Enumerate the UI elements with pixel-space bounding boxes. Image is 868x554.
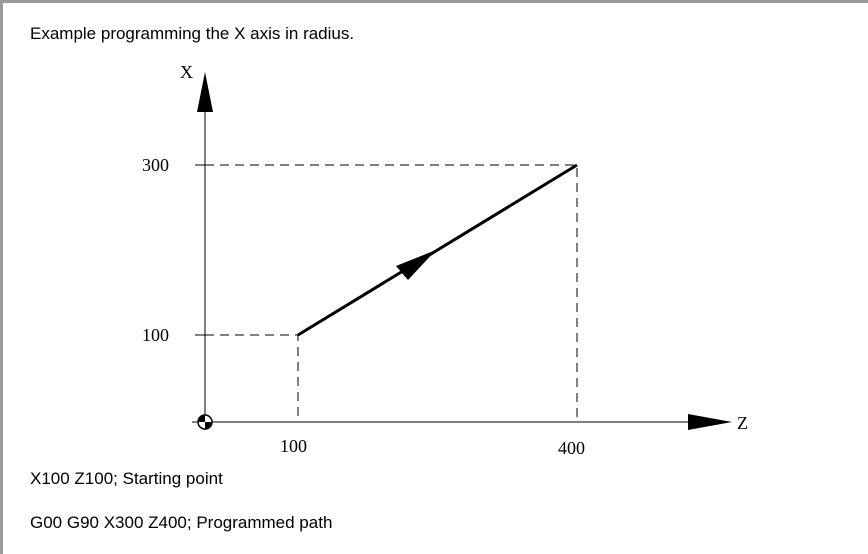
z-axis-label: Z <box>737 413 748 433</box>
program-line: G00 G90 X300 Z400; Programmed path <box>30 513 332 532</box>
x-tick-label: 300 <box>142 155 169 175</box>
x-tick-label: 100 <box>142 325 169 345</box>
x-axis-arrow <box>197 72 213 112</box>
guide-line <box>205 334 299 422</box>
program-line: X100 Z100; Starting point <box>30 469 223 488</box>
caption: Example programming the X axis in radius… <box>30 24 354 43</box>
path-arrow <box>396 250 436 280</box>
x-axis-label: X <box>180 62 193 82</box>
guide-line <box>205 164 578 422</box>
z-tick-label: 400 <box>558 438 585 458</box>
z-tick-label: 100 <box>280 436 307 456</box>
z-axis-arrow <box>688 414 732 430</box>
origin-quadrants <box>198 415 212 429</box>
programmed-path <box>297 163 578 337</box>
